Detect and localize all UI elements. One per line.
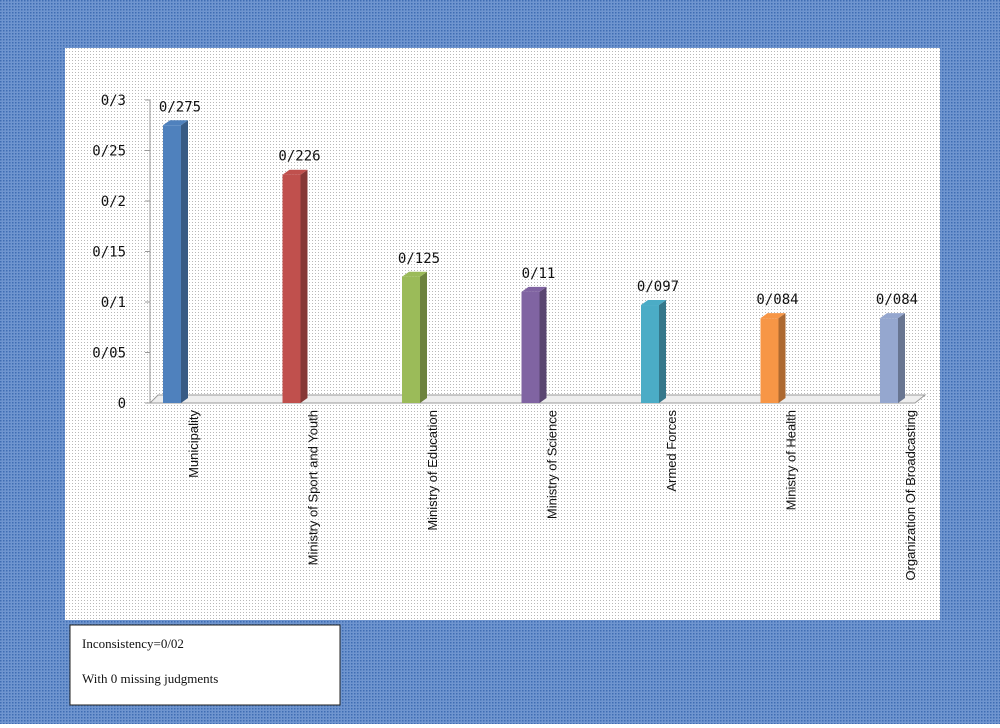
bar-top bbox=[760, 313, 786, 319]
x-tick-label: Organization Of Broadcasting bbox=[903, 410, 918, 581]
bar-side bbox=[181, 120, 188, 403]
y-tick-label: 0/3 bbox=[101, 93, 126, 109]
data-label: 0/084 bbox=[876, 292, 918, 308]
data-label: 0/226 bbox=[278, 149, 320, 165]
bar bbox=[521, 291, 540, 403]
x-tick-label: Armed Forces bbox=[664, 410, 679, 492]
x-tick-label: Municipality bbox=[186, 410, 201, 478]
bar bbox=[163, 125, 181, 403]
bar bbox=[641, 305, 659, 403]
bar-side bbox=[539, 286, 547, 403]
bar-side bbox=[778, 313, 786, 403]
bar-top bbox=[163, 120, 188, 126]
note-box bbox=[69, 624, 341, 706]
data-label: 0/275 bbox=[159, 99, 201, 115]
bar bbox=[760, 318, 779, 403]
bar-top bbox=[402, 271, 427, 277]
annotation: With 0 missing judgments bbox=[82, 671, 218, 686]
bar-side bbox=[898, 313, 905, 403]
data-label: 0/084 bbox=[756, 292, 798, 308]
data-label: 0/097 bbox=[637, 279, 679, 295]
y-tick-label: 0/1 bbox=[101, 295, 126, 311]
y-tick-label: 0/15 bbox=[92, 245, 126, 261]
data-label: 0/125 bbox=[398, 251, 440, 267]
x-tick-label: Ministry of Health bbox=[784, 410, 799, 510]
x-tick-label: Ministry of Science bbox=[545, 410, 560, 519]
data-label: 0/11 bbox=[522, 266, 556, 282]
x-tick-label: Ministry of Sport and Youth bbox=[306, 410, 321, 565]
bar-top bbox=[521, 286, 547, 292]
bar-top bbox=[880, 313, 905, 319]
bar-side bbox=[420, 271, 427, 403]
bar bbox=[880, 318, 898, 403]
y-tick-label: 0/05 bbox=[92, 346, 126, 362]
bar-side bbox=[300, 169, 308, 403]
y-tick-label: 0 bbox=[118, 396, 126, 412]
bar-side bbox=[659, 300, 666, 403]
annotation: Inconsistency=0/02 bbox=[82, 636, 184, 651]
y-tick-label: 0/2 bbox=[101, 194, 126, 210]
bar-top bbox=[641, 300, 666, 306]
plot-panel bbox=[65, 48, 940, 620]
bar-top bbox=[282, 169, 308, 175]
x-tick-label: Ministry of Education bbox=[425, 410, 440, 531]
y-tick-label: 0/25 bbox=[92, 144, 126, 160]
bar bbox=[402, 276, 420, 403]
bar bbox=[282, 174, 301, 403]
